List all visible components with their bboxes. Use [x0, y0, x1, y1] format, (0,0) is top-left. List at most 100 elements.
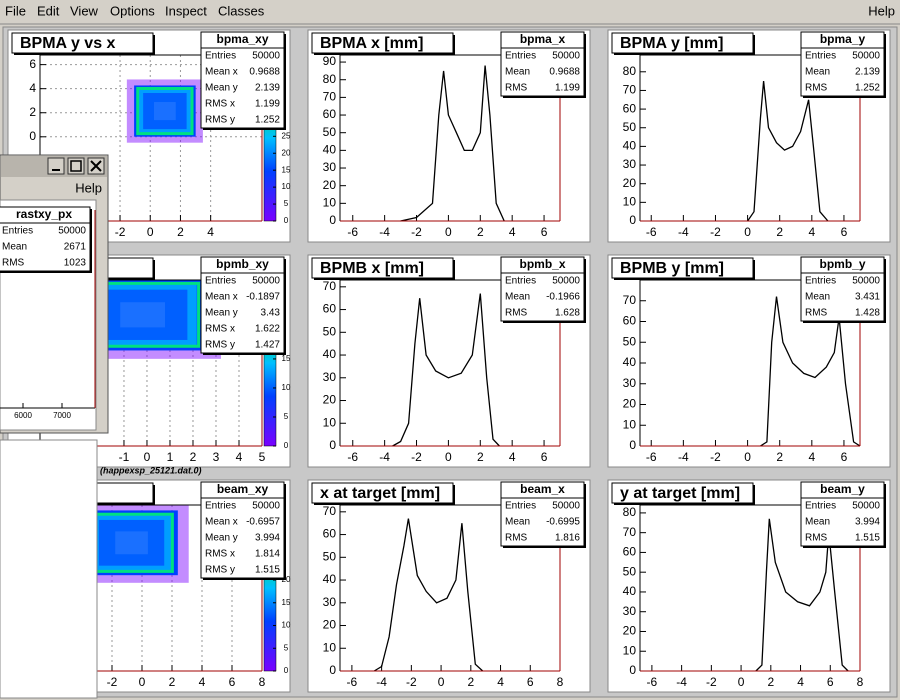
stats-name: bpmb_x	[519, 257, 565, 271]
x-tick-label: 4	[808, 225, 815, 239]
density-region	[120, 302, 165, 328]
stats-label: RMS	[805, 308, 828, 319]
x-tick-label: -2	[107, 675, 118, 689]
stats-value: 1.628	[555, 308, 580, 319]
y-tick-label: 50	[323, 549, 337, 563]
y-tick-label: 0	[629, 213, 636, 227]
palette-label: 5	[284, 412, 289, 421]
x-tick-label: 0	[445, 225, 452, 239]
palette-label: 15	[282, 165, 291, 174]
menu-item[interactable]: Options	[110, 3, 155, 18]
close-icon	[90, 160, 102, 172]
palette-label: 10	[282, 383, 291, 392]
x-tick-label: 2	[467, 675, 474, 689]
y-tick-label: 60	[323, 302, 337, 316]
stats-value: 1.252	[255, 115, 280, 126]
menu-item[interactable]: Inspect	[165, 3, 207, 18]
stats-value: 0.9688	[549, 67, 580, 78]
stats-name: bpmb_xy	[216, 257, 269, 271]
y-tick-label: 90	[323, 54, 337, 68]
y-tick-label: 30	[623, 604, 637, 618]
x-tick-label: -4	[676, 675, 687, 689]
menu-item[interactable]: Classes	[218, 3, 265, 18]
y-tick-label: 40	[323, 143, 337, 157]
pad-title: BPMB y [mm]	[620, 260, 724, 277]
y-tick-label: 70	[323, 504, 337, 518]
stats-value: 50000	[252, 51, 280, 62]
histogram-line	[373, 518, 484, 672]
stats-box	[800, 481, 885, 547]
y-tick-label: 40	[623, 355, 637, 369]
x-tick-label: 5	[259, 450, 266, 464]
stats-value: 2671	[64, 242, 87, 253]
x-tick-label: -4	[379, 225, 390, 239]
x-tick-label: 0	[445, 450, 452, 464]
stats-label: Mean	[2, 242, 27, 253]
histogram-line	[400, 65, 505, 222]
stats-box	[0, 206, 91, 272]
x-tick-label: -2	[706, 675, 717, 689]
stats-value: 1.427	[255, 340, 280, 351]
title-box	[311, 32, 454, 54]
palette-label: 15	[282, 354, 291, 363]
stats-label: Mean	[505, 517, 530, 528]
stats-label: Entries	[805, 276, 836, 287]
y-tick-label: 30	[323, 160, 337, 174]
menu-item[interactable]: View	[70, 3, 99, 18]
menu-item[interactable]: Edit	[37, 3, 60, 18]
stats-value: 3.431	[855, 292, 880, 303]
popup-x-tick-label: 6000	[14, 411, 32, 420]
x-tick-label: -2	[710, 225, 721, 239]
stats-box	[500, 256, 585, 322]
y-tick-label: 70	[623, 525, 637, 539]
histogram-line	[392, 293, 500, 447]
x-tick-label: -6	[347, 225, 358, 239]
stats-value: 1.428	[855, 308, 880, 319]
stats-value: -0.1897	[246, 292, 280, 303]
y-tick-label: 80	[623, 64, 637, 78]
pad: -2 0 2 4 0 2 4 6 0 5 10 15 20 25 BPMA y vs x bpma_xy Ent…	[7, 29, 291, 243]
stats-value: 1.814	[255, 549, 280, 560]
y-tick-label: 50	[623, 334, 637, 348]
stats-label: RMS x	[205, 324, 235, 335]
minimize-button[interactable]	[47, 157, 65, 175]
stats-label: RMS y	[205, 340, 235, 351]
stats-label: Entries	[505, 276, 536, 287]
x-tick-label: 8	[259, 675, 266, 689]
popup-menu-help[interactable]: Help	[75, 180, 102, 195]
pad-title: x at target [mm]	[320, 485, 440, 502]
y-tick-label: 6	[29, 57, 36, 71]
maximize-button[interactable]	[67, 157, 85, 175]
stats-value: 50000	[852, 276, 880, 287]
stats-value: 50000	[552, 51, 580, 62]
palette-label: 20	[282, 148, 291, 157]
stats-value: 1.622	[255, 324, 280, 335]
palette-label: 0	[284, 666, 289, 675]
stats-value: 50000	[252, 276, 280, 287]
stats-value: 3.994	[855, 517, 880, 528]
x-tick-label: 2	[477, 450, 484, 464]
stats-name: bpma_y	[820, 32, 866, 46]
file-caption: (happexsp_25121.dat.0)	[100, 465, 202, 475]
y-tick-label: 0	[329, 663, 336, 677]
menu-help[interactable]: Help	[868, 3, 895, 18]
pad-title: BPMB x [mm]	[320, 260, 424, 277]
stats-label: Mean x	[205, 517, 238, 528]
stats-value: 1.816	[555, 533, 580, 544]
stats-label: RMS	[505, 533, 528, 544]
y-tick-label: 50	[323, 125, 337, 139]
title-box	[611, 482, 754, 504]
y-tick-label: 60	[323, 527, 337, 541]
x-tick-label: -1	[119, 450, 130, 464]
title-box	[611, 257, 754, 279]
maximize-icon	[70, 160, 82, 172]
stats-value: 3.994	[255, 533, 280, 544]
stats-value: 1.252	[855, 83, 880, 94]
x-tick-label: 0	[744, 225, 751, 239]
menu-item[interactable]: File	[5, 3, 26, 18]
stats-box	[500, 481, 585, 547]
y-tick-label: 20	[323, 178, 337, 192]
stats-label: Mean	[505, 67, 530, 78]
y-tick-label: 60	[623, 101, 637, 115]
